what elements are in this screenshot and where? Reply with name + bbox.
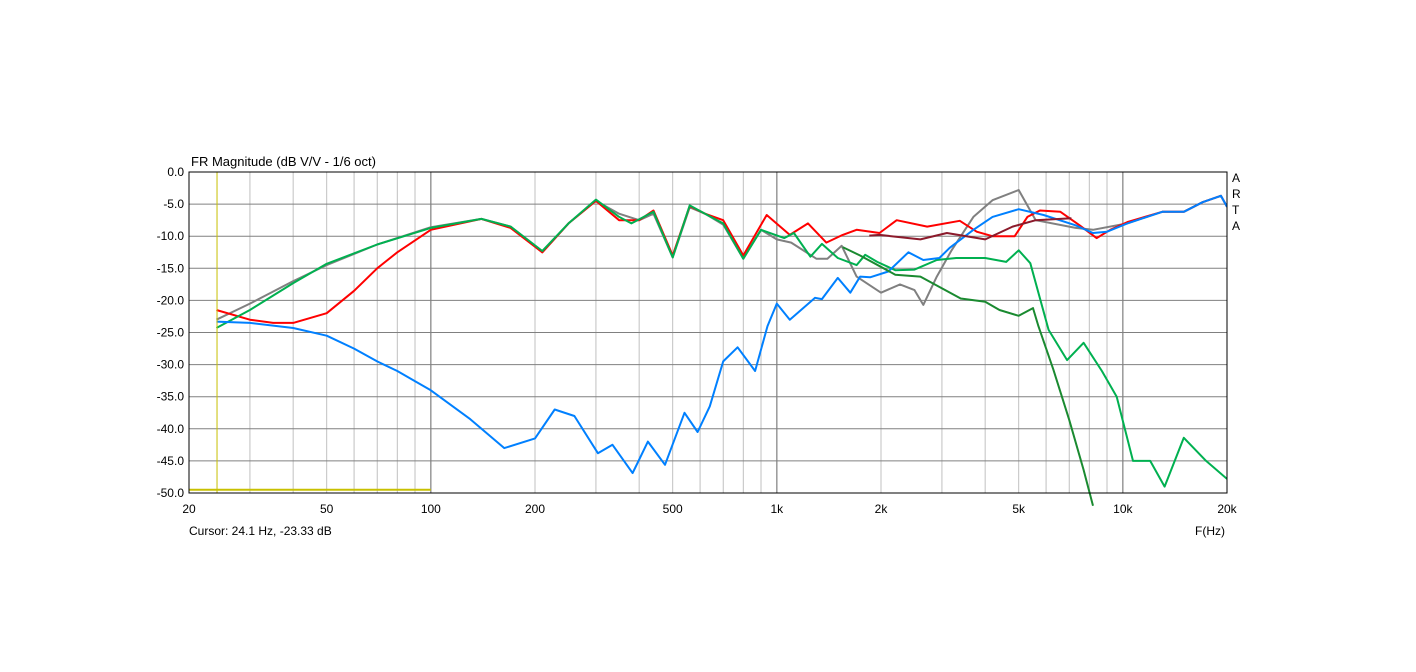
plot-frame — [188, 171, 1228, 494]
x-tick-label: 100 — [421, 502, 441, 516]
watermark-letter: A — [1232, 219, 1240, 233]
watermark-letter: A — [1232, 171, 1240, 185]
y-tick-label: 0.0 — [167, 165, 184, 179]
x-tick-label: 50 — [320, 502, 334, 516]
y-tick-label: -30.0 — [157, 358, 185, 372]
x-tick-label: 500 — [663, 502, 683, 516]
series-line-4 — [216, 194, 1227, 475]
series-line-3 — [215, 198, 1227, 488]
series-line-5 — [869, 217, 1072, 241]
cursor-readout: Cursor: 24.1 Hz, -23.33 dB — [189, 524, 332, 538]
y-tick-label: -20.0 — [157, 293, 185, 307]
x-tick-label: 10k — [1113, 502, 1133, 516]
y-tick-label: -15.0 — [157, 261, 185, 275]
x-tick-label: 20k — [1217, 502, 1237, 516]
grid — [189, 171, 1227, 494]
x-tick-label: 5k — [1012, 502, 1026, 516]
y-tick-label: -40.0 — [157, 422, 185, 436]
watermark-letter: R — [1232, 187, 1241, 201]
series-line-6 — [842, 246, 1094, 507]
x-tick-label: 2k — [875, 502, 889, 516]
y-tick-label: -25.0 — [157, 326, 185, 340]
y-tick-label: -50.0 — [157, 486, 185, 500]
x-tick-label: 1k — [770, 502, 784, 516]
chart-title: FR Magnitude (dB V/V - 1/6 oct) — [191, 154, 376, 169]
series-line-2 — [216, 194, 1227, 324]
watermark-letter: T — [1232, 203, 1240, 217]
series-group — [189, 189, 1227, 507]
y-tick-label: -45.0 — [157, 454, 185, 468]
y-axis: 0.0 -5.0 -10.0 -15.0 -20.0 -25.0 -30.0 -35.0 -40… — [157, 165, 185, 500]
x-tick-label: 20 — [182, 502, 196, 516]
x-axis: 20 50 100 200 500 1k 2k 5k 10k 20k — [182, 502, 1237, 516]
x-axis-label: F(Hz) — [1195, 524, 1225, 538]
x-tick-label: 200 — [525, 502, 545, 516]
y-tick-label: -10.0 — [157, 229, 185, 243]
y-tick-label: -5.0 — [163, 197, 184, 211]
y-tick-label: -35.0 — [157, 390, 185, 404]
